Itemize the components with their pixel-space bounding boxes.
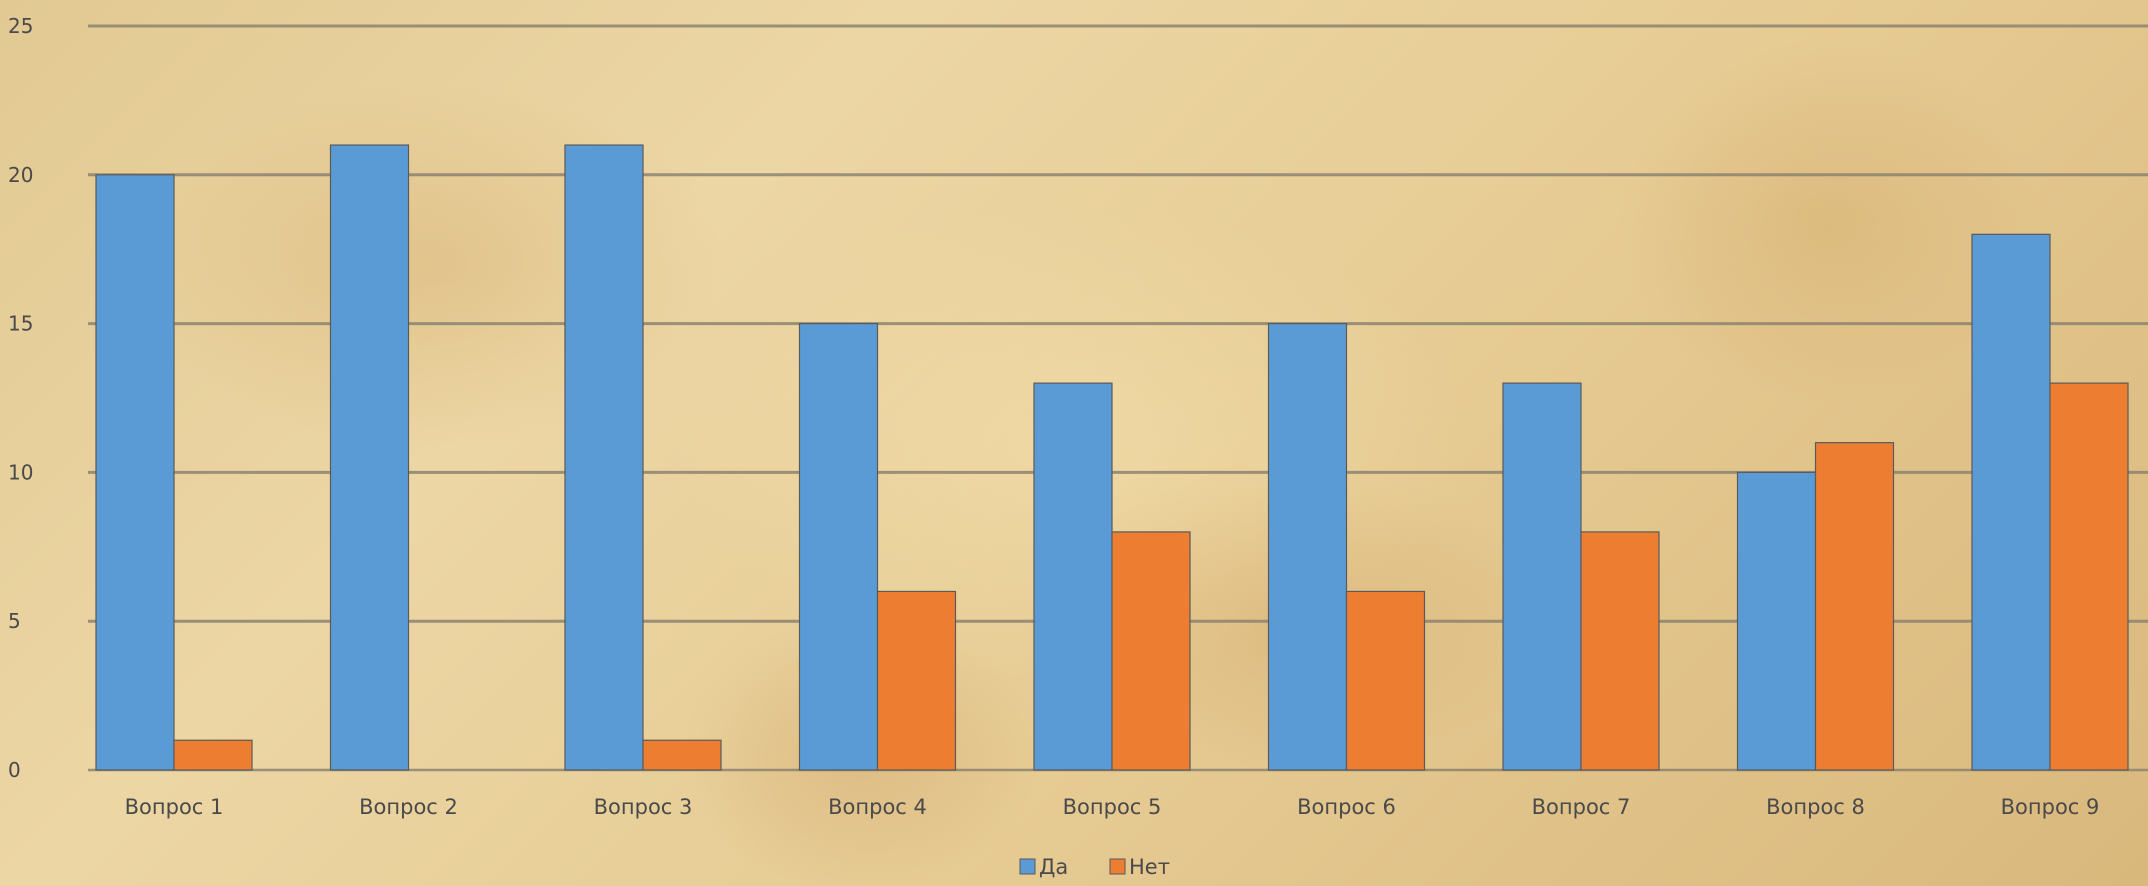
bar-da-3 [564, 144, 644, 771]
bar-da-9 [1971, 233, 2051, 771]
bar-net-7 [1580, 531, 1660, 771]
bar-net-1 [173, 739, 253, 771]
bar-net-8 [1814, 442, 1895, 771]
x-tick-label: Вопрос 8 [1766, 795, 1865, 819]
bar-net-3 [642, 739, 722, 771]
legend-label-da: Да [1039, 855, 1068, 879]
bar-da-1 [95, 174, 175, 771]
legend-label-net: Нет [1129, 855, 1170, 879]
bar-da-4 [798, 323, 879, 771]
bar-da-8 [1736, 471, 1817, 771]
x-tick-label: Вопрос 7 [1532, 795, 1631, 819]
bar-da-5 [1033, 382, 1113, 771]
x-tick-label: Вопрос 3 [594, 795, 693, 819]
y-tick-label: 0 [8, 758, 21, 782]
y-tick-label: 15 [8, 312, 33, 336]
legend-swatch-net [1109, 858, 1126, 875]
bars [95, 144, 2129, 771]
bar-da-2 [329, 144, 410, 771]
x-tick-label: Вопрос 2 [359, 795, 458, 819]
x-tick-label: Вопрос 4 [828, 795, 927, 819]
y-tick-label: 10 [8, 460, 33, 484]
bar-net-4 [876, 590, 957, 771]
x-tick-label: Вопрос 9 [2001, 795, 2100, 819]
x-axis-labels: Вопрос 1 Вопрос 2 Вопрос 3 Вопрос 4 Вопрос 5… [125, 795, 2100, 819]
y-tick-label: 5 [8, 609, 21, 633]
bar-net-6 [1345, 590, 1426, 771]
x-tick-label: Вопрос 5 [1063, 795, 1162, 819]
bar-net-9 [2049, 382, 2129, 771]
y-tick-label: 20 [8, 163, 33, 187]
x-tick-label: Вопрос 1 [125, 795, 224, 819]
legend: Да Нет [1019, 855, 1170, 879]
legend-swatch-da [1019, 858, 1036, 875]
y-tick-label: 25 [8, 14, 33, 38]
bar-da-6 [1267, 323, 1348, 771]
bar-da-7 [1502, 382, 1582, 771]
bar-net-5 [1111, 531, 1191, 771]
y-axis-ticks: 0 5 10 15 20 25 [8, 14, 33, 782]
x-tick-label: Вопрос 6 [1297, 795, 1396, 819]
